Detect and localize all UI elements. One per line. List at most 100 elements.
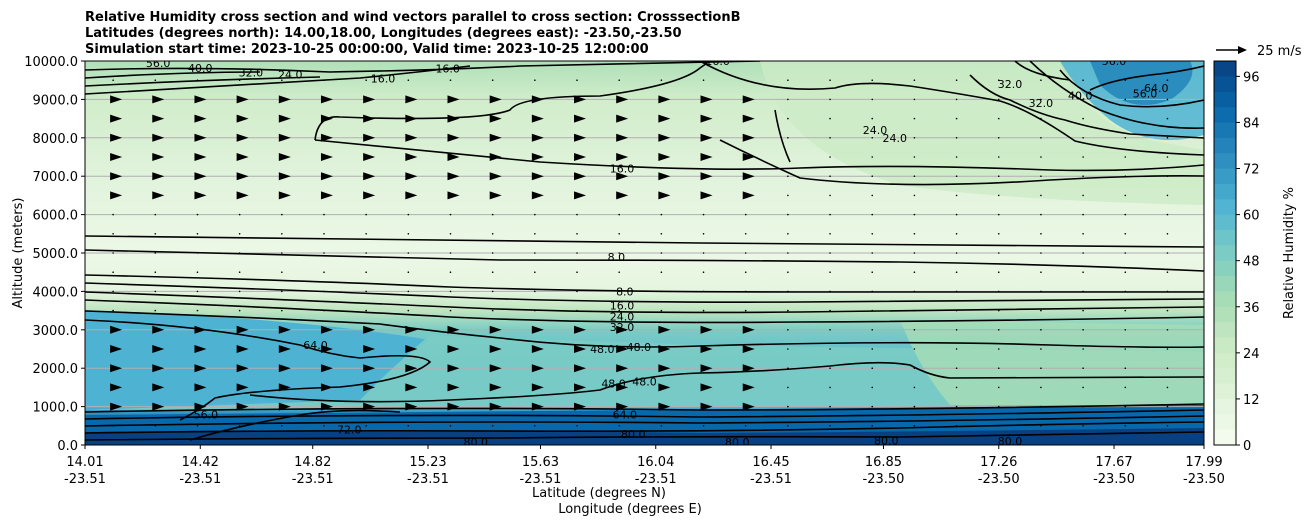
contour-line xyxy=(85,235,1204,248)
wind-vector xyxy=(1082,405,1084,408)
contour-line xyxy=(85,65,471,95)
wind-vector xyxy=(787,252,789,254)
contour-label: 16.0 xyxy=(705,55,730,68)
contour-label: 8.0 xyxy=(608,251,626,264)
wind-vector xyxy=(576,79,578,81)
wind-vector xyxy=(531,325,544,334)
wind-vector xyxy=(449,425,452,427)
wind-vector xyxy=(449,213,452,216)
wind-vector xyxy=(1082,309,1084,312)
wind-vector xyxy=(365,309,367,312)
wind-vector xyxy=(278,95,291,104)
wind-vector xyxy=(194,172,207,181)
wind-vector xyxy=(110,133,123,142)
wind-vector xyxy=(913,233,916,235)
wind-vector xyxy=(407,425,410,427)
wind-vector xyxy=(405,133,418,142)
wind-vector xyxy=(1166,213,1169,216)
y-axis-label: Altitude (meters) xyxy=(11,198,26,309)
x-tick-label-lon: -23.51 xyxy=(750,472,792,487)
wind-vector xyxy=(955,156,958,158)
colorbar-band xyxy=(1214,76,1236,92)
wind-vector xyxy=(744,290,747,293)
wind-vector xyxy=(407,213,410,216)
wind-vector xyxy=(152,153,165,161)
wind-vector xyxy=(407,290,410,293)
wind-vector xyxy=(702,425,705,427)
wind-vector xyxy=(618,425,620,427)
wind-vector xyxy=(489,172,502,181)
x-tick-label-lon: -23.51 xyxy=(407,472,449,487)
wind-vector xyxy=(1124,271,1127,274)
wind-vector xyxy=(152,172,165,181)
wind-vector xyxy=(365,213,367,216)
wind-vector xyxy=(407,233,410,235)
wind-vector xyxy=(1040,271,1042,274)
wind-vector xyxy=(618,271,620,274)
wind-vector xyxy=(110,172,123,181)
wind-vector xyxy=(1166,329,1169,331)
wind-vector xyxy=(489,191,502,200)
wind-vector xyxy=(618,79,620,81)
wind-vector xyxy=(997,348,1000,350)
wind-vector xyxy=(742,325,755,334)
contour-label: 32.0 xyxy=(610,321,635,334)
wind-vector xyxy=(449,233,452,235)
mid-green-right xyxy=(900,320,1204,405)
colorbar-label: Relative Humidity % xyxy=(1282,187,1297,319)
wind-vector xyxy=(1040,290,1042,293)
wind-vector xyxy=(871,271,874,274)
wind-vector xyxy=(194,364,207,373)
contour-line xyxy=(1059,69,1204,108)
wind-vector xyxy=(702,290,705,293)
wind-vector xyxy=(447,95,460,104)
wind-vector xyxy=(154,213,157,216)
wind-vector xyxy=(871,194,874,197)
colorbar-band xyxy=(1214,245,1236,261)
wind-vector xyxy=(1082,233,1084,235)
wind-vector xyxy=(1040,213,1042,216)
wind-vector xyxy=(447,402,460,411)
wind-vector xyxy=(997,386,1000,389)
wind-vector xyxy=(449,309,452,312)
wind-vector xyxy=(449,252,452,254)
quiver-key-label: 25 m/s xyxy=(1257,44,1302,59)
contour-label: 32.0 xyxy=(239,67,264,80)
wind-vector xyxy=(913,98,916,101)
wind-vector xyxy=(658,383,671,392)
colorbar-band xyxy=(1214,291,1236,307)
wind-vector xyxy=(323,233,325,235)
wind-vector xyxy=(1082,98,1084,101)
wind-vector xyxy=(913,425,916,427)
wind-vector xyxy=(955,117,958,120)
wind-vector xyxy=(997,290,1000,293)
wind-vector xyxy=(955,175,958,177)
wind-vector xyxy=(112,309,114,312)
contour-label: 40.0 xyxy=(188,62,213,75)
wind-vector xyxy=(742,191,755,200)
wind-vector xyxy=(742,345,755,353)
wind-vector xyxy=(1082,117,1084,120)
wind-vector xyxy=(787,233,789,235)
x-tick-label-lon: -23.51 xyxy=(635,472,677,487)
wind-vector xyxy=(787,405,789,408)
wind-vector xyxy=(281,213,283,216)
wind-vector xyxy=(365,252,367,254)
wind-vector xyxy=(744,425,747,427)
wind-vector xyxy=(955,425,958,427)
contour-label: 64.0 xyxy=(1144,82,1169,95)
y-axis: 0.0 1000.0 2000.0 3000.0 4000.0 5000.0 6000.0 7… xyxy=(24,55,85,454)
x-tick-label-lat: 17.67 xyxy=(1095,455,1132,470)
wind-vector xyxy=(489,95,502,104)
wind-vector xyxy=(829,98,831,101)
wind-vector xyxy=(320,402,333,411)
wind-vector xyxy=(997,156,1000,158)
wind-vector xyxy=(405,114,418,123)
chart-title-line-3: Simulation start time: 2023-10-25 00:00:… xyxy=(85,42,649,57)
colorbar-tick-label: 0 xyxy=(1243,439,1251,454)
wind-vector xyxy=(1082,386,1084,389)
wind-vector xyxy=(1166,79,1169,81)
wind-vector xyxy=(1124,329,1127,331)
wind-vector xyxy=(365,290,367,293)
wind-vector xyxy=(616,172,629,181)
